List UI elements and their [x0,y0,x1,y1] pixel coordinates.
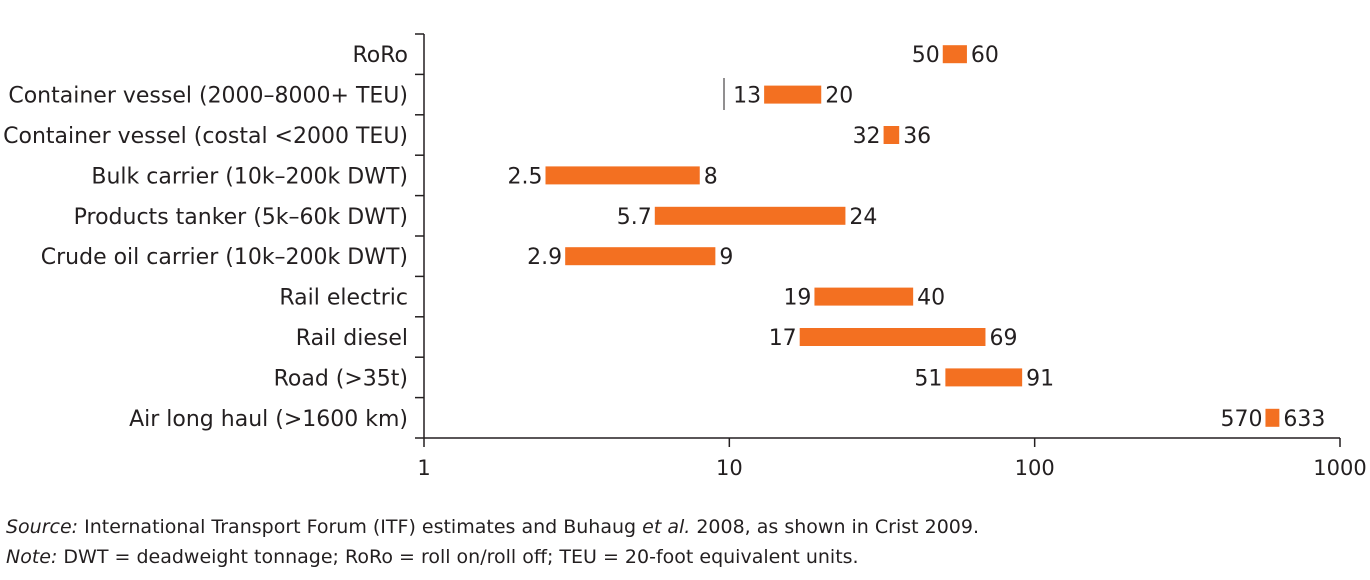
high-value-label: 36 [903,124,931,149]
low-value-label: 51 [914,366,942,391]
high-value-label: 69 [989,326,1017,351]
category-label: Road (>35t) [274,366,408,391]
low-value-label: 13 [733,84,761,109]
range-bar-chart: 1 10 100 1000 RoRo 50 60 Container vessel (2000… [3,33,1367,480]
low-value-label: 570 [1220,407,1262,432]
high-value-label: 9 [719,245,733,270]
source-prefix: Source: [6,516,79,538]
source-suffix: 2008, as shown in Crist 2009. [690,516,980,538]
note-text: DWT = deadweight tonnage; RoRo = roll on… [57,546,859,568]
range-bar [565,247,716,266]
high-value-label: 40 [917,286,945,311]
chart-marks: 1 10 100 1000 RoRo 50 60 Container vessel (2000… [3,33,1367,480]
low-value-label: 5.7 [617,205,652,230]
x-tick-label: 1000 [1313,456,1366,480]
range-bar [799,328,986,346]
range-bar [545,166,700,185]
note-line: Note: DWT = deadweight tonnage; RoRo = r… [6,542,979,572]
high-value-label: 24 [849,205,877,230]
source-text: International Transport Forum (ITF) esti… [78,516,643,538]
category-label: Container vessel (costal <2000 TEU) [3,124,408,149]
category-label: Air long haul (>1600 km) [129,407,408,432]
high-value-label: 91 [1026,366,1054,391]
low-value-label: 2.9 [527,245,562,270]
x-tick-label: 1 [417,456,430,480]
low-value-label: 2.5 [508,164,543,189]
category-label: Products tanker (5k–60k DWT) [74,205,408,230]
source-etal: et al. [642,516,691,538]
high-value-label: 60 [971,43,999,68]
category-label: RoRo [352,43,408,68]
range-bar [942,45,967,64]
note-prefix: Note: [6,546,58,568]
low-value-label: 19 [783,286,811,311]
range-bar [814,287,914,306]
low-value-label: 32 [853,124,881,149]
category-label: Crude oil carrier (10k–200k DWT) [41,245,408,270]
category-label: Rail electric [279,286,408,311]
range-bar [764,85,822,104]
category-label: Rail diesel [296,326,408,351]
category-label: Bulk carrier (10k–200k DWT) [91,164,408,189]
range-bar [654,206,846,225]
x-tick-label: 10 [716,456,743,480]
low-value-label: 17 [769,326,797,351]
x-tick-label: 100 [1015,456,1055,480]
high-value-label: 20 [825,84,853,109]
range-bar [883,126,900,144]
category-label: Container vessel (2000–8000+ TEU) [8,84,408,109]
range-bar [1265,408,1280,427]
source-line: Source: International Transport Forum (I… [6,512,979,542]
low-value-label: 50 [912,43,940,68]
high-value-label: 8 [704,164,718,189]
footnotes: Source: International Transport Forum (I… [6,512,979,572]
range-bar [945,368,1023,387]
high-value-label: 633 [1283,407,1325,432]
